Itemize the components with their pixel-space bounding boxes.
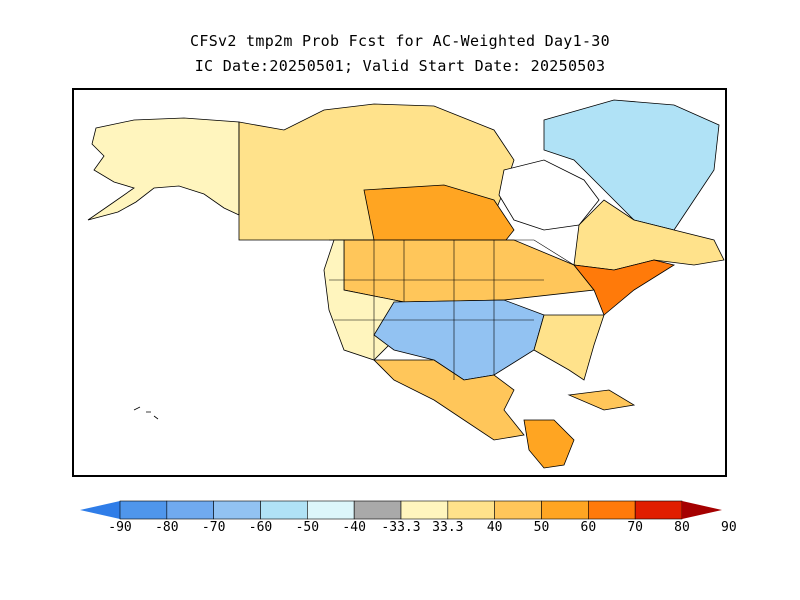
colorbar-segment	[494, 500, 542, 520]
colorbar-tick-label: 90	[721, 520, 737, 535]
region-central-america	[523, 419, 575, 469]
colorbar-tick-label: -50	[295, 520, 320, 535]
colorbar-segment	[588, 500, 636, 520]
colorbar-right-cap	[682, 501, 722, 519]
chart-title: CFSv2 tmp2m Prob Fcst for AC-Weighted Da…	[190, 32, 610, 50]
colorbar-tick-label: -60	[248, 520, 273, 535]
colorbar-segment	[541, 500, 589, 520]
colorbar-tick-label: 50	[533, 520, 550, 535]
region-northeast-us	[573, 259, 676, 316]
colorbar-tick-label: 80	[674, 520, 690, 535]
colorbar-segment	[307, 500, 355, 520]
colorbar-tick-label: -80	[155, 520, 179, 535]
region-alaska	[87, 117, 240, 221]
colorbar-tick-label: -70	[201, 520, 226, 535]
caribbean-islands	[567, 389, 636, 411]
region-mexico	[373, 359, 525, 441]
colorbar-segment	[260, 500, 308, 520]
hawaii-islands	[133, 406, 159, 420]
colorbar-tick-label: -90	[108, 520, 132, 535]
colorbar-tick-label: 33.3	[432, 520, 464, 535]
region-arctic-islands-east	[543, 99, 720, 231]
map-frame	[72, 88, 727, 477]
colorbar-segment	[213, 500, 261, 520]
colorbar	[80, 500, 722, 520]
colorbar-segment	[166, 500, 214, 520]
north-america-map	[87, 99, 725, 469]
colorbar-segment	[634, 500, 683, 520]
colorbar-left-cap	[80, 501, 120, 519]
colorbar-tick-label: 60	[580, 520, 597, 535]
chart-subtitle: IC Date:20250501; Valid Start Date: 2025…	[194, 57, 606, 75]
colorbar-tick-label: -33.3	[381, 520, 421, 535]
colorbar-tick-label: 70	[627, 520, 643, 535]
region-southeast-us	[533, 314, 605, 381]
political-borders	[238, 122, 575, 380]
colorbar-segment	[119, 500, 168, 520]
colorbar-segment	[400, 500, 449, 520]
region-northern-plains	[343, 239, 595, 303]
colorbar-tick-label: -40	[342, 520, 366, 535]
colorbar-tick-label: 40	[486, 520, 503, 535]
colorbar-segment	[447, 500, 495, 520]
colorbar-segment	[353, 500, 402, 520]
